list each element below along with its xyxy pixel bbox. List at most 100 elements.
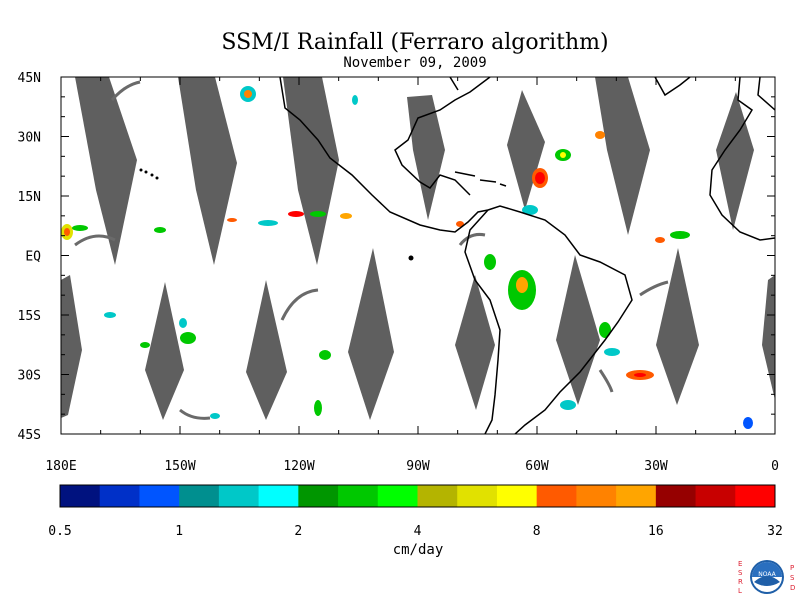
colorbar-swatch xyxy=(179,485,220,507)
lon-label: 150W xyxy=(164,459,195,474)
swath-gap xyxy=(246,280,287,420)
rain-patch xyxy=(604,348,620,356)
swath-arc xyxy=(639,280,669,297)
rain-patch xyxy=(743,417,753,429)
lon-label: 180E xyxy=(45,459,76,474)
colorbar-tick-label: 1 xyxy=(175,524,183,539)
lon-label: 30W xyxy=(644,459,668,474)
rain-patch xyxy=(560,152,566,158)
svg-text:P: P xyxy=(790,564,794,572)
swath-gap xyxy=(61,275,82,418)
swath-arc xyxy=(280,288,319,321)
swath-gap xyxy=(75,77,137,265)
rain-patch xyxy=(104,312,116,318)
swath-arc xyxy=(74,234,116,247)
colorbar-swatch xyxy=(139,485,180,507)
swath-gap xyxy=(716,92,754,230)
swath-gap xyxy=(283,77,339,265)
lon-label: 90W xyxy=(406,459,430,474)
colorbar-swatch xyxy=(258,485,299,507)
swath-gap xyxy=(507,90,545,210)
swath-arcs xyxy=(74,80,669,420)
colorbar-tick-label: 32 xyxy=(767,524,783,539)
rain-patch xyxy=(258,220,278,226)
colorbar-swatch xyxy=(536,485,577,507)
rain-patch xyxy=(670,231,690,239)
rain-patch xyxy=(535,172,545,184)
svg-text:E: E xyxy=(738,560,742,568)
lat-label: 45N xyxy=(18,71,41,86)
colorbar-swatch xyxy=(338,485,379,507)
rain-patch xyxy=(310,211,326,217)
colorbar-swatch xyxy=(616,485,657,507)
logo-left-text: ES RL xyxy=(738,560,743,595)
colorbar-swatch xyxy=(298,485,339,507)
rain-patch xyxy=(72,225,88,231)
swath-gap xyxy=(762,275,775,400)
swath-arc xyxy=(110,80,141,101)
swath-gap xyxy=(595,77,650,235)
swath-arc xyxy=(179,408,211,420)
lat-label: 45S xyxy=(18,428,41,443)
colorbar-tick-label: 4 xyxy=(414,524,422,539)
chart-title: SSM/I Rainfall (Ferraro algorithm) xyxy=(221,30,609,55)
svg-text:R: R xyxy=(738,578,743,586)
north-america-coast xyxy=(279,77,491,233)
caribbean-islands xyxy=(454,171,507,187)
rain-patch xyxy=(244,90,252,98)
lat-labels: 45N 30N 15N EQ 15S 30S 45S xyxy=(18,71,42,443)
lon-label: 60W xyxy=(525,459,549,474)
colorbar-labels: 0.5 1 2 4 8 16 32 xyxy=(48,524,783,539)
rain-patch xyxy=(227,218,237,222)
map-area xyxy=(61,77,775,434)
rain-patches xyxy=(61,86,753,429)
rain-patch xyxy=(655,237,665,243)
lat-label: 30S xyxy=(18,369,41,384)
swath-gap xyxy=(455,275,495,410)
rain-patch xyxy=(599,322,611,338)
rain-patch xyxy=(288,211,304,217)
rain-patch xyxy=(595,131,605,139)
rain-patch xyxy=(484,254,496,270)
lat-label: EQ xyxy=(25,250,41,265)
lat-label: 15N xyxy=(18,190,41,205)
lat-label: 15S xyxy=(18,309,41,324)
lon-label: 120W xyxy=(283,459,314,474)
rain-patch xyxy=(560,400,576,410)
colorbar-frame xyxy=(59,484,776,508)
colorbar-swatch xyxy=(496,485,538,507)
svg-text:L: L xyxy=(738,587,742,595)
lat-ticks xyxy=(61,76,775,435)
colorbar-swatch xyxy=(218,485,260,507)
rain-patch xyxy=(456,221,464,227)
south-america-coast xyxy=(464,205,633,434)
colorbar-tick-label: 0.5 xyxy=(48,524,71,539)
colorbar-swatch xyxy=(99,485,140,507)
coastlines xyxy=(279,77,775,434)
colorbar-swatch xyxy=(695,485,736,507)
lon-label: 0 xyxy=(771,459,779,474)
svg-text:S: S xyxy=(790,574,795,582)
colorbar-swatch xyxy=(457,485,498,507)
africa-europe-coast xyxy=(709,77,775,241)
rain-patch xyxy=(340,213,352,219)
colorbar-swatch xyxy=(655,485,697,507)
rain-patch xyxy=(522,205,538,215)
swath-gaps xyxy=(61,77,775,420)
colorbar-tick-label: 8 xyxy=(533,524,541,539)
rain-patch xyxy=(64,228,70,236)
lat-label: 30N xyxy=(18,131,41,146)
rain-patch xyxy=(319,350,331,360)
rain-patch xyxy=(314,400,322,416)
colorbar-tick-label: 16 xyxy=(648,524,664,539)
svg-text:S: S xyxy=(738,569,743,577)
colorbar-unit: cm/day xyxy=(392,542,444,558)
rain-patch xyxy=(516,277,528,293)
lon-labels: 180E 150W 120W 90W 60W 30W 0 xyxy=(45,459,779,474)
rain-patch xyxy=(180,332,196,344)
rain-patch xyxy=(634,373,646,377)
lon-ticks xyxy=(60,77,776,434)
swath-gap xyxy=(145,282,184,420)
swath-arc xyxy=(598,369,614,393)
